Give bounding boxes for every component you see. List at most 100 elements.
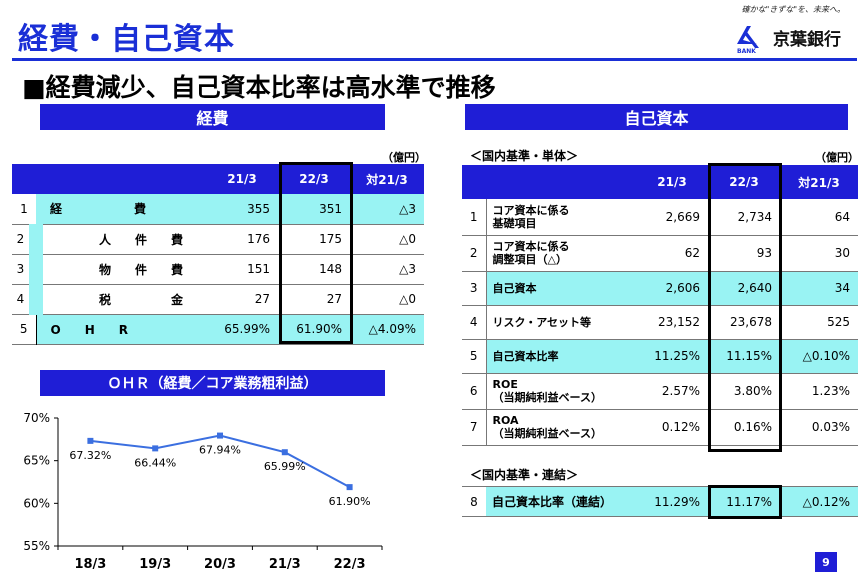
row-label: 人 件 費 <box>29 224 206 254</box>
header-col-2203: 22/3 <box>708 165 780 199</box>
row-number: 2 <box>462 235 486 271</box>
row-label-text: 物 件 費 <box>99 262 184 277</box>
table-row: 1 コア資本に係る 基礎項目 2,669 2,734 64 <box>462 199 858 235</box>
row-label-text: O H R <box>50 322 129 337</box>
value-2103: 27 <box>254 292 270 306</box>
header-col-diff: 対21/3 <box>350 164 424 194</box>
header-col-2203: 22/3 <box>278 164 350 194</box>
table-row: 5 自己資本比率 11.25% 11.15% △0.10% <box>462 339 858 373</box>
value-2203: 11.17% <box>726 494 772 509</box>
value-diff: 34 <box>834 281 850 295</box>
value-2103: 2,669 <box>665 209 700 224</box>
value-diff: 525 <box>827 315 850 329</box>
consolidated-table: 8 自己資本比率（連結） 11.29% 11.17% △0.12% <box>462 486 858 517</box>
value-2203: 175 <box>319 232 342 246</box>
ohr-band: ＯＨＲ（経費／コア業務粗利益） <box>40 370 385 396</box>
value-2203: 351 <box>319 201 342 216</box>
ohr-data-point <box>87 437 94 444</box>
header-item <box>486 165 636 199</box>
value-2203: 3.80% <box>733 384 772 398</box>
value-2103: 176 <box>247 232 270 246</box>
header-col-diff: 対21/3 <box>780 165 858 199</box>
value-2203: 148 <box>319 262 342 276</box>
row-number: 5 <box>12 314 36 344</box>
x-tick-label: 20/3 <box>204 557 236 572</box>
row-label: 自己資本 <box>485 271 636 305</box>
table-row: 6 ROE （当期純利益ベース） 2.57% 3.80% 1.23% <box>462 373 858 409</box>
expenses-header-row: 21/3 22/3 対21/3 <box>12 164 424 194</box>
ohr-data-point <box>152 445 159 452</box>
value-diff: 0.03% <box>811 420 850 434</box>
value-diff: 30 <box>834 246 850 260</box>
ohr-data-label: 67.94% <box>199 444 241 457</box>
row-label-text: 経 費 <box>50 202 147 217</box>
row-label: コア資本に係る 調整項目（△） <box>485 235 636 271</box>
value-2203: 23,678 <box>730 315 772 329</box>
row-label-text: 人 件 費 <box>99 232 184 247</box>
page-title: 経費・自己資本 <box>18 22 235 57</box>
row-label: 税 金 <box>29 284 206 314</box>
ohr-data-label: 66.44% <box>134 456 176 469</box>
row-label: 自己資本比率 <box>485 339 636 373</box>
row-number: 3 <box>16 262 25 276</box>
row-number: 2 <box>16 232 25 246</box>
row-label-text: 税 金 <box>99 292 184 307</box>
capital-band: 自己資本 <box>465 104 848 130</box>
value-2103: 0.12% <box>661 420 700 434</box>
section-heading: ■経費減少、自己資本比率は高水準で推移 <box>22 73 496 102</box>
row-number: 5 <box>462 339 486 373</box>
x-tick-label: 19/3 <box>139 557 171 572</box>
header-item <box>36 164 206 194</box>
table-row: 2 人 件 費 176 175 △0 <box>12 224 424 254</box>
expenses-table: 21/3 22/3 対21/3 1 経 費 355 351 △3 2 人 件 費… <box>12 164 424 345</box>
value-diff: △0 <box>399 232 416 246</box>
bank-label: BANK <box>737 48 756 55</box>
value-2103: 2,606 <box>665 281 700 295</box>
header-blank <box>462 165 486 199</box>
value-2203: 2,640 <box>737 281 772 295</box>
ohr-data-label: 67.32% <box>69 449 111 462</box>
bank-logo-icon: BANK <box>733 22 767 55</box>
value-2103: 62 <box>684 246 700 260</box>
table-row: 5 O H R 65.99% 61.90% △4.09% <box>12 314 424 344</box>
value-diff: △3 <box>399 262 416 276</box>
ohr-data-point <box>281 449 288 456</box>
header-col-2103: 21/3 <box>636 165 708 199</box>
ohr-chart: 70% 65% 60% 55% 18/3 19/3 20/3 21/3 22/3 67.32% 66… <box>23 411 383 572</box>
capital-subhead-standalone: ＜国内基準・単体＞ <box>470 149 579 163</box>
y-tick-label: 60% <box>23 496 50 510</box>
value-diff: △0 <box>399 292 416 306</box>
capital-header-row: 21/3 22/3 対21/3 <box>462 165 858 199</box>
brand-logo: BANK 京葉銀行 <box>733 22 841 55</box>
value-2103: 151 <box>247 262 270 276</box>
value-diff: 1.23% <box>811 384 850 398</box>
table-row: 4 税 金 27 27 △0 <box>12 284 424 314</box>
value-2103: 11.25% <box>654 349 700 363</box>
row-number: 7 <box>462 409 486 445</box>
row-label: ROE （当期純利益ベース） <box>485 373 636 409</box>
expenses-band: 経費 <box>40 104 385 130</box>
ohr-data-label: 65.99% <box>264 460 306 473</box>
value-2103: 65.99% <box>224 322 270 336</box>
value-2203: 27 <box>326 292 342 306</box>
table-row: 3 自己資本 2,606 2,640 34 <box>462 271 858 305</box>
header-col-2103: 21/3 <box>206 164 278 194</box>
row-number: 4 <box>462 305 486 339</box>
row-label: ROA （当期純利益ベース） <box>485 409 636 445</box>
value-2203: 61.90% <box>296 322 342 336</box>
row-number: 3 <box>462 271 486 305</box>
expenses-unit: （億円） <box>382 151 426 164</box>
row-label: リスク・アセット等 <box>485 305 636 339</box>
x-tick-label: 21/3 <box>269 557 301 572</box>
value-diff: △4.09% <box>368 322 416 336</box>
value-2103: 11.29% <box>654 494 700 509</box>
brand-name: 京葉銀行 <box>773 29 841 50</box>
y-tick-label: 65% <box>23 454 50 468</box>
x-tick-label: 18/3 <box>74 557 106 572</box>
table-row: 4 リスク・アセット等 23,152 23,678 525 <box>462 305 858 339</box>
table-row: 1 経 費 355 351 △3 <box>12 194 424 224</box>
capital-subhead-consolidated: ＜国内基準・連結＞ <box>470 468 579 482</box>
capital-table: 21/3 22/3 対21/3 1 コア資本に係る 基礎項目 2,669 2,734 6… <box>462 165 858 446</box>
value-2203: 11.15% <box>726 349 772 363</box>
value-2103: 355 <box>247 201 270 216</box>
